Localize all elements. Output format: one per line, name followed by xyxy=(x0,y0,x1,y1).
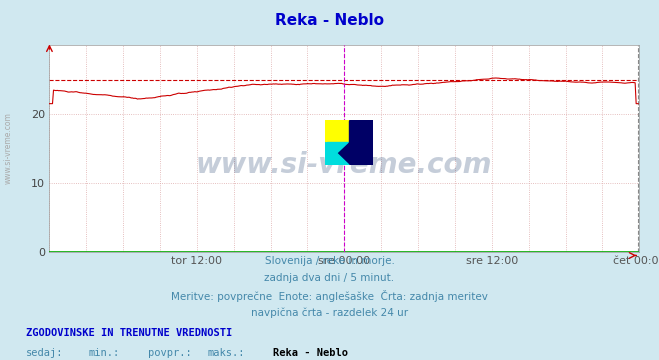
Text: ZGODOVINSKE IN TRENUTNE VREDNOSTI: ZGODOVINSKE IN TRENUTNE VREDNOSTI xyxy=(26,328,233,338)
Text: zadnja dva dni / 5 minut.: zadnja dva dni / 5 minut. xyxy=(264,273,395,283)
Bar xyxy=(326,120,349,142)
Text: maks.:: maks.: xyxy=(208,348,245,358)
Bar xyxy=(349,120,372,165)
Text: navpična črta - razdelek 24 ur: navpična črta - razdelek 24 ur xyxy=(251,307,408,318)
Text: www.si-vreme.com: www.si-vreme.com xyxy=(196,151,492,179)
Text: sedaj:: sedaj: xyxy=(26,348,64,358)
Text: Slovenija / reke in morje.: Slovenija / reke in morje. xyxy=(264,256,395,266)
Text: Reka - Neblo: Reka - Neblo xyxy=(275,13,384,28)
Text: www.si-vreme.com: www.si-vreme.com xyxy=(3,113,13,184)
Polygon shape xyxy=(326,142,349,165)
Bar xyxy=(326,142,349,165)
Text: povpr.:: povpr.: xyxy=(148,348,192,358)
Text: Reka - Neblo: Reka - Neblo xyxy=(273,348,349,358)
Polygon shape xyxy=(326,120,372,165)
Text: Meritve: povprečne  Enote: anglešaške  Črta: zadnja meritev: Meritve: povprečne Enote: anglešaške Črt… xyxy=(171,290,488,302)
Text: min.:: min.: xyxy=(89,348,120,358)
Polygon shape xyxy=(326,120,349,142)
